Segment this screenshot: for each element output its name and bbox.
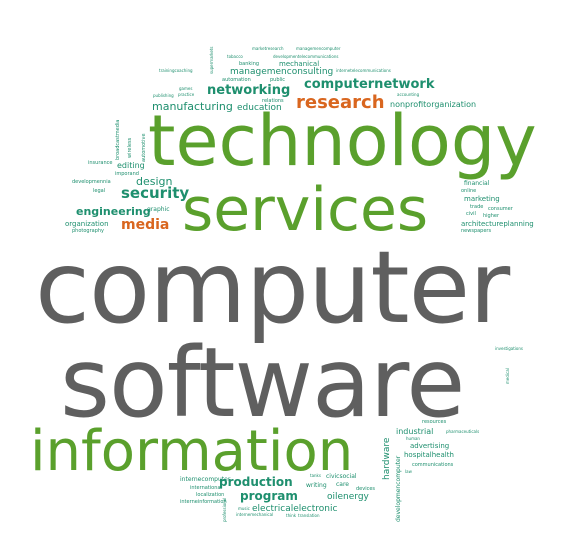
word-practice: practice bbox=[178, 92, 195, 97]
word-financial: financial bbox=[464, 180, 490, 187]
word-networking: networking bbox=[207, 83, 291, 98]
word-software: software bbox=[60, 327, 465, 439]
word-graphic: graphic bbox=[147, 206, 170, 213]
word-legal: legal bbox=[93, 188, 106, 194]
word-resources: resources bbox=[422, 419, 447, 425]
word-design: design bbox=[136, 175, 173, 188]
word-architectureplanning: architectureplanning bbox=[461, 220, 534, 228]
word-managemencomputer: managemencomputer bbox=[296, 46, 341, 51]
word-production: production bbox=[219, 475, 293, 489]
word-manufacturing: manufacturing bbox=[152, 100, 233, 113]
word-imporand: imporand bbox=[115, 171, 139, 177]
word-civil: civil bbox=[466, 211, 476, 217]
word-nonprofitorganization: nonprofitorganization bbox=[390, 100, 477, 109]
word-international: international bbox=[190, 485, 222, 491]
word-media: media bbox=[121, 217, 170, 233]
word-engineering: engineering bbox=[76, 205, 151, 218]
word-civicsocial: civicsocial bbox=[326, 473, 357, 480]
word-tobacco: tobacco bbox=[227, 54, 243, 59]
word-newspapers: newspapers bbox=[461, 228, 492, 234]
word-internecomputer: internecomputer bbox=[180, 476, 231, 483]
word-hardware: hardware bbox=[382, 437, 392, 480]
word-writing: writing bbox=[306, 482, 327, 489]
word-human: human bbox=[406, 436, 420, 441]
word-broadcastmedia: broadcastmedia bbox=[115, 119, 121, 160]
word-research: research bbox=[296, 92, 385, 113]
word-organization: organization bbox=[65, 220, 109, 228]
word-interneinformation: interneinformation bbox=[180, 499, 227, 505]
word-localization: localization bbox=[196, 492, 225, 498]
word-electricalelectronic: electricalelectronic bbox=[252, 504, 338, 514]
word-investigations: investigations bbox=[495, 346, 523, 351]
word-advertising: advertising bbox=[410, 442, 450, 450]
word-public: public bbox=[270, 77, 286, 83]
word-banking: banking bbox=[239, 61, 260, 67]
word-professional: professional bbox=[222, 497, 227, 522]
word-tanks: tanks bbox=[310, 473, 321, 478]
word-publishing: publishing bbox=[153, 93, 174, 98]
word-mechanical: mechanical bbox=[279, 60, 320, 68]
word-supermarkets: supermarkets bbox=[209, 46, 214, 74]
word-services: services bbox=[182, 175, 429, 245]
word-law: law bbox=[405, 469, 412, 474]
word-wireless: wireless bbox=[127, 137, 133, 158]
word-internetelecommunications: internetelecommunications bbox=[336, 68, 391, 73]
word-automotive: automotive bbox=[141, 133, 147, 162]
word-devices: devices bbox=[356, 486, 376, 492]
word-computer: computer bbox=[35, 229, 510, 346]
word-communications: communications bbox=[412, 462, 454, 468]
word-think: think bbox=[286, 513, 297, 518]
word-trainingcoaching: trainingcoaching bbox=[159, 68, 193, 73]
word-games: games bbox=[179, 86, 193, 91]
word-information: information bbox=[30, 419, 354, 484]
word-technology: technology bbox=[148, 100, 537, 182]
word-translation: translation bbox=[298, 513, 320, 518]
word-managemenconsulting: managemenconsulting bbox=[230, 67, 334, 77]
word-pharmaceuticals: pharmaceuticals bbox=[446, 429, 480, 434]
word-editing: editing bbox=[117, 161, 145, 170]
word-security: security bbox=[121, 184, 190, 202]
word-higher: higher bbox=[483, 213, 500, 219]
word-developmencomputer: developmencomputer bbox=[395, 455, 402, 522]
word-developmennia: developmennia bbox=[72, 179, 111, 185]
word-marketresearch: marketresearch bbox=[252, 46, 284, 51]
word-developmentelecommunications: developmentelecommunications bbox=[273, 54, 339, 59]
word-automation: automation bbox=[222, 77, 251, 83]
word-relations: relations bbox=[262, 98, 284, 104]
word-care: care bbox=[336, 481, 350, 488]
word-education: education bbox=[237, 103, 282, 113]
word-computernetwork: computernetwork bbox=[304, 77, 435, 92]
word-consumer: consumer bbox=[488, 206, 513, 212]
word-trade: trade bbox=[470, 204, 484, 210]
word-internemechanical: internemechanical bbox=[236, 512, 274, 517]
word-hospitalhealth: hospitalhealth bbox=[404, 451, 454, 459]
word-program: program bbox=[240, 489, 298, 503]
word-industrial: industrial bbox=[396, 427, 434, 436]
word-insurance: insurance bbox=[88, 160, 113, 166]
word-medical: medical bbox=[505, 368, 510, 384]
word-marketing: marketing bbox=[464, 195, 500, 203]
word-online: online bbox=[461, 188, 477, 194]
word-oilenergy: oilenergy bbox=[327, 492, 369, 502]
word-accounting: accounting bbox=[397, 92, 420, 97]
word-photography: photography bbox=[72, 228, 105, 234]
word-music: music bbox=[238, 506, 250, 511]
